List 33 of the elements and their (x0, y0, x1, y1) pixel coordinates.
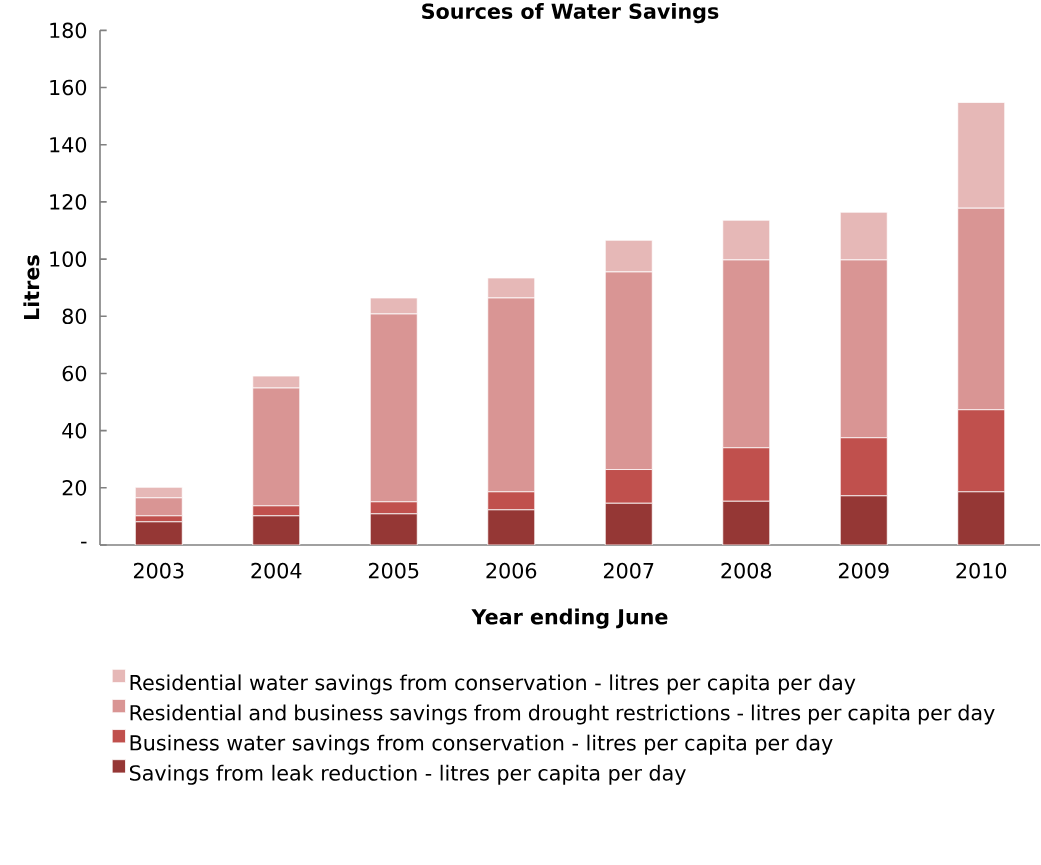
y-tick-label: 120 (50, 194, 87, 210)
x-tick-label: 2010 (956, 562, 1007, 579)
y-tick-label: 40 (62, 422, 87, 439)
bar (839, 495, 888, 545)
x-tick-label: 2003 (133, 562, 184, 579)
y-tick-label: 80 (62, 308, 87, 325)
x-tick-label: 2005 (368, 562, 419, 579)
y-tick-label: 160 (50, 79, 87, 96)
legend-label: Residential and business savings from drought restrictions - litres per capita per day (130, 704, 995, 725)
legend-label: Savings from leak reduction - litres per capita per day (129, 764, 686, 785)
bar (722, 500, 771, 545)
bar (252, 515, 301, 545)
chart-title: Sources of Water Savings (422, 3, 719, 24)
bar (604, 502, 653, 545)
y-tick-label: 60 (62, 365, 87, 382)
y-tick-label: 180 (50, 22, 87, 39)
y-tick-label: - (81, 541, 87, 544)
y-tick-label: 100 (50, 251, 87, 267)
x-tick-label: 2006 (486, 562, 537, 579)
x-tick-label: 2007 (603, 562, 654, 579)
y-tick-label: 20 (62, 480, 87, 496)
x-tick-label: 2004 (251, 562, 302, 579)
x-tick-label: 2008 (721, 562, 772, 579)
bar (369, 513, 418, 545)
legend-label: Business water savings from conservation - litres per capita per day (130, 734, 833, 755)
bar (957, 491, 1006, 545)
legend-label: Residential water savings from conservation - litres per capita per day (130, 674, 856, 695)
y-tick-label: 140 (50, 136, 87, 153)
x-tick-label: 2009 (838, 562, 889, 579)
y-axis-title: Litres (23, 255, 40, 320)
bar (134, 521, 183, 545)
bar (487, 509, 536, 545)
x-axis-title: Year ending June (471, 608, 668, 629)
